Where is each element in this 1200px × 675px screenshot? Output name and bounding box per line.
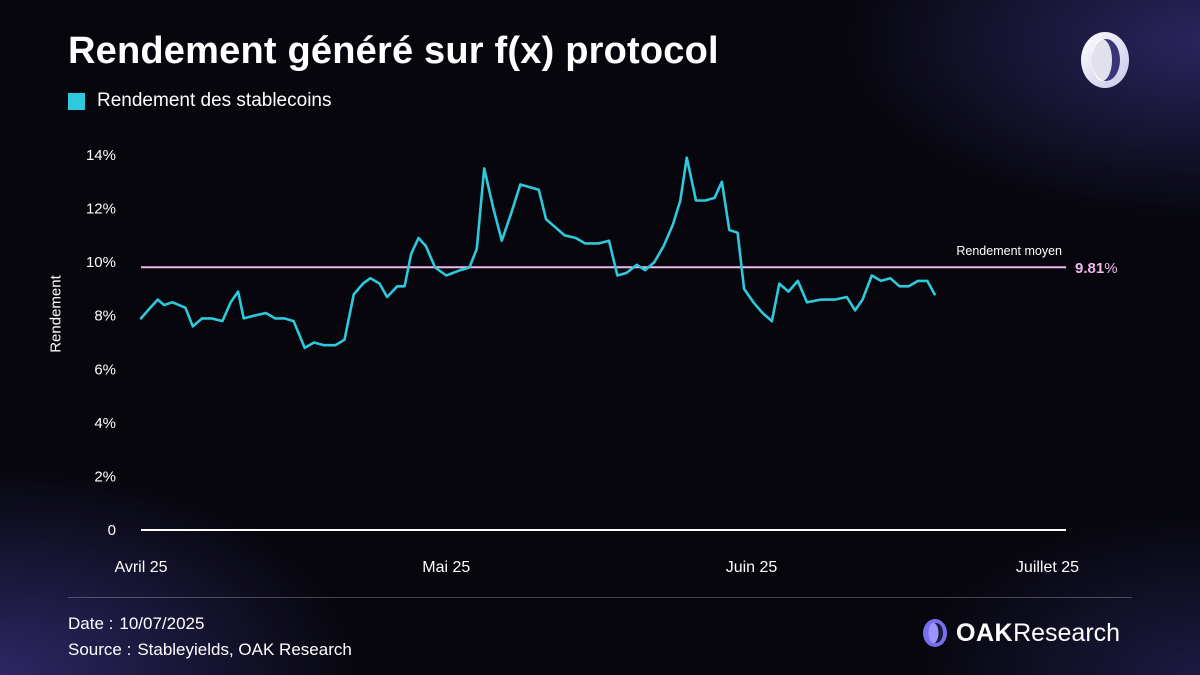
legend-label: Rendement des stablecoins [97, 90, 332, 111]
page-title: Rendement généré sur f(x) protocol [68, 30, 719, 72]
average-value-label: 9.81% [1075, 260, 1118, 277]
y-tick-label: 8% [94, 308, 116, 325]
brand-name-bold: OAK [956, 618, 1014, 647]
footer-divider [68, 597, 1132, 598]
brand: OAKResearch [922, 618, 1120, 648]
y-tick-label: 12% [86, 201, 116, 218]
x-tick-label: Juin 25 [726, 559, 778, 576]
x-tick-label: Juillet 25 [1016, 559, 1079, 576]
series-line-rendement [139, 156, 936, 350]
y-tick-label: 14% [86, 147, 116, 164]
source-label: Source : [68, 640, 132, 659]
x-axis-ticks: Avril 25 Mai 25 Juin 25 Juillet 25 [114, 559, 1079, 576]
y-tick-label: 2% [94, 468, 116, 485]
y-tick-label: 4% [94, 415, 116, 432]
date-value: 10/07/2025 [119, 614, 205, 633]
x-tick-label: Avril 25 [114, 559, 167, 576]
x-tick-label: Mai 25 [422, 559, 470, 576]
brand-name-light: Research [1013, 618, 1121, 647]
average-line-label: Rendement moyen [956, 244, 1062, 258]
oak-ring-logo-icon [923, 619, 947, 647]
source-value: Stableyields, OAK Research [137, 640, 352, 659]
footer-meta: Date : 10/07/2025 Source : Stableyields,… [68, 611, 352, 663]
legend: Rendement des stablecoins [68, 90, 331, 112]
y-tick-label: 6% [94, 361, 116, 378]
legend-swatch [68, 92, 85, 110]
y-tick-label: 0 [108, 522, 116, 539]
oak-ring-logo-icon [1081, 32, 1129, 88]
y-tick-label: 10% [86, 254, 116, 271]
date-label: Date : [68, 614, 114, 633]
y-axis-ticks: 0 2% 4% 6% 8% 10% 12% 14% [86, 147, 116, 539]
